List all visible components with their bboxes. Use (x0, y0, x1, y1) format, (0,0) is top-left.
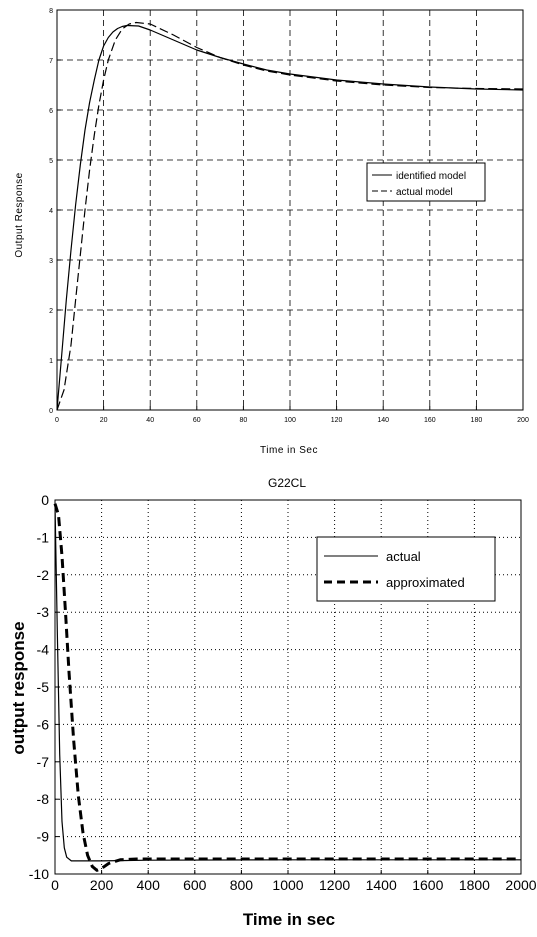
chart-1-x-tick-label: 0 (55, 417, 59, 424)
chart-1-legend-box (366, 162, 486, 202)
chart-2-x-tick-label: 1800 (459, 877, 490, 893)
chart-1-x-tick-label: 60 (193, 417, 201, 424)
chart-2-x-tick-label: 2000 (505, 877, 536, 893)
chart-2-y-tick-label: -7 (37, 754, 50, 770)
chart-1-series-line-actual-model (56, 21, 524, 411)
chart-1-x-tick-label: 160 (424, 417, 436, 424)
chart-1-x-tick-label: 100 (284, 417, 296, 424)
chart-2-y-tick-label: -2 (37, 567, 50, 583)
chart-1-legend-label-identified-model: identified model (396, 171, 466, 182)
chart-2-legend-box (316, 536, 496, 602)
chart-1-y-ticks: 0 1 2 3 4 5 6 7 8 (49, 8, 61, 415)
chart-2-y-tick-label: -6 (37, 716, 50, 732)
chart-2-y-tick-label: -5 (37, 679, 50, 695)
chart-1-x-tick-label: 180 (471, 417, 483, 424)
chart-2-x-tick-label: 200 (90, 877, 114, 893)
chart-1-x-tick-label: 200 (517, 417, 529, 424)
chart-2-x-tick-label: 600 (183, 877, 207, 893)
chart-1-y-tick-label: 1 (49, 358, 53, 365)
chart-2-x-tick-label: 1000 (272, 877, 303, 893)
chart-2-series-line-approximated (53, 503, 521, 872)
chart-1-y-tick-label: 7 (49, 58, 53, 65)
chart-1-y-tick-label: 4 (49, 208, 53, 215)
chart-1-grid (57, 10, 523, 410)
chart-2-y-tick-label: -10 (29, 866, 49, 882)
chart-2-legend-label-actual: actual (386, 549, 421, 564)
chart-2-y-tick-label: -1 (37, 529, 50, 545)
chart-2-y-tick-label: -4 (37, 642, 50, 658)
chart-1-y-tick-label: 6 (49, 108, 53, 115)
chart-1-x-tick-label: 120 (331, 417, 343, 424)
chart-2-legend-label-approximated: approximated (386, 575, 465, 590)
chart-1-y-tick-label: 0 (49, 408, 53, 415)
chart-1-y-tick-label: 2 (49, 308, 53, 315)
chart-1-x-tick-label: 20 (100, 417, 108, 424)
chart-2-y-tick-label: -3 (37, 604, 50, 620)
chart-2: G22CL 0 200 400 600 800 1000 1200 1400 1600 1800 2… (9, 476, 537, 929)
chart-2-x-tick-label: 400 (137, 877, 161, 893)
chart-2-y-tick-label: -8 (37, 791, 50, 807)
chart-1-x-tick-label: 80 (240, 417, 248, 424)
chart-2-y-ticks: 0 -1 -2 -3 -4 -5 -6 -7 -8 -9 -10 (29, 492, 59, 882)
chart-1-y-axis-label: Output Response (14, 172, 25, 257)
chart-2-title: G22CL (268, 476, 306, 490)
chart-1-x-ticks: 0 20 40 60 80 100 120 140 160 180 200 (55, 406, 529, 424)
chart-2-series (53, 503, 521, 872)
chart-1-x-axis-label: Time in Sec (260, 445, 318, 456)
chart-1: 0 20 40 60 80 100 120 140 160 180 200 0 1 2 3 4 5 6 7 8 Ti… (14, 8, 529, 456)
chart-1-x-tick-label: 140 (377, 417, 389, 424)
chart-1-series-line-identified-model (56, 24, 524, 411)
chart-1-y-tick-label: 5 (49, 158, 53, 165)
chart-2-y-tick-label: 0 (41, 492, 49, 508)
chart-2-y-tick-label: -9 (37, 829, 50, 845)
chart-1-legend-label-actual-model: actual model (396, 187, 453, 198)
chart-2-legend: actual approximated (316, 536, 496, 602)
chart-2-x-tick-label: 800 (230, 877, 254, 893)
chart-1-legend: identified model actual model (366, 162, 486, 202)
chart-1-y-tick-label: 8 (49, 8, 53, 15)
chart-2-x-ticks: 0 200 400 600 800 1000 1200 1400 1600 1800 2000 (51, 870, 537, 893)
chart-1-x-tick-label: 40 (146, 417, 154, 424)
chart-2-x-tick-label: 1400 (366, 877, 397, 893)
chart-2-y-axis-label: output response (9, 621, 28, 754)
chart-2-x-axis-label: Time in sec (243, 910, 335, 929)
chart-2-x-tick-label: 1200 (319, 877, 350, 893)
chart-1-y-tick-label: 3 (49, 258, 53, 265)
chart-2-x-tick-label: 1600 (412, 877, 443, 893)
chart-2-x-tick-label: 0 (51, 877, 59, 893)
chart-1-series (56, 21, 524, 411)
